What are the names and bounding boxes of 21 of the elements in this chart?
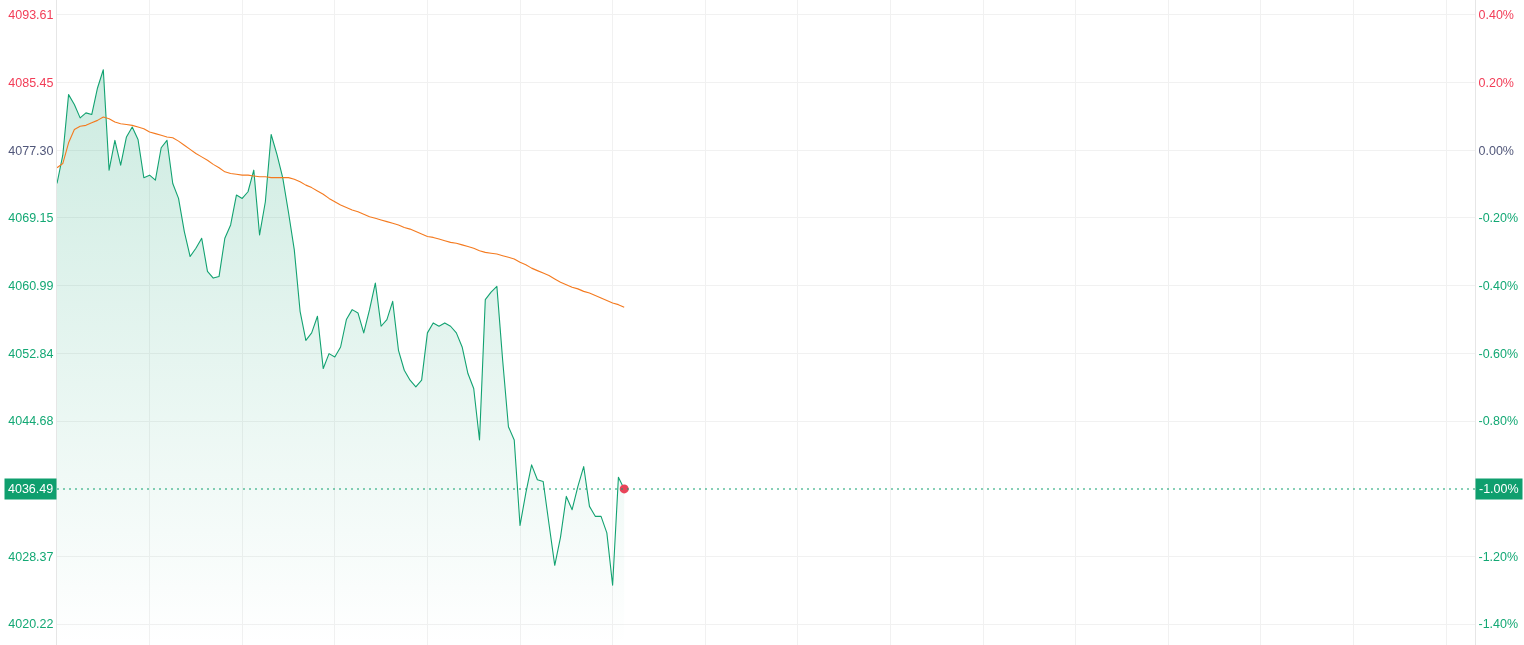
y2-tick-label: -0.40% xyxy=(1478,278,1519,293)
y-tick-label: 4052.84 xyxy=(8,346,54,361)
y2-tick-label: -1.20% xyxy=(1478,549,1519,564)
y-tick-label: 4093.61 xyxy=(8,8,54,23)
y2-tick-label: -0.80% xyxy=(1478,414,1519,429)
y2-tick-label: 0.00% xyxy=(1478,143,1514,158)
y2-tick-label: -1.00% xyxy=(1479,482,1519,496)
y-tick-label: 4028.37 xyxy=(8,549,54,564)
y-tick-label: 4069.15 xyxy=(8,211,54,226)
y2-tick-label: -1.40% xyxy=(1478,617,1519,632)
y-tick-label: 4060.99 xyxy=(8,279,54,294)
y-tick-label: 4020.22 xyxy=(8,617,54,632)
line-series xyxy=(57,116,625,308)
y-tick-label: 4044.68 xyxy=(8,414,54,429)
y2-tick-label: 0.40% xyxy=(1478,8,1514,23)
y2-tick-label: -0.20% xyxy=(1478,211,1519,226)
y2-tick-label: -0.60% xyxy=(1478,346,1519,361)
y-tick-label: 4085.45 xyxy=(8,75,54,90)
y-tick-label: 4077.30 xyxy=(8,143,54,158)
y2-tick-label: 0.20% xyxy=(1478,75,1514,90)
ref-line-label: 4036.49 xyxy=(8,482,54,496)
